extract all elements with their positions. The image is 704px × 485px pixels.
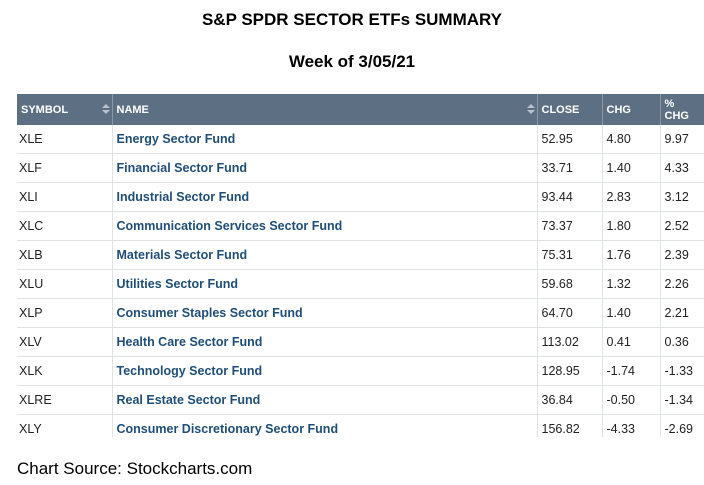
cell: 2.26 [660, 269, 704, 299]
cell: XLC [17, 211, 113, 241]
cell: -4.33 [602, 414, 661, 437]
cell: XLU [17, 269, 113, 299]
cell: -2.69 [660, 414, 704, 437]
cell: 1.40 [602, 153, 661, 183]
cell: 33.71 [537, 153, 603, 183]
fund-name[interactable]: Consumer Staples Sector Fund [112, 298, 538, 328]
cell: 52.95 [537, 125, 603, 154]
cell: 0.41 [602, 327, 661, 357]
table-row: XLP Consumer Staples Sector Fund 64.70 1.40… [17, 298, 704, 328]
cell: -1.33 [660, 356, 704, 386]
column-header[interactable]: % CHG [660, 94, 704, 125]
fund-name[interactable]: Real Estate Sector Fund [112, 385, 538, 415]
table-row: XLE Energy Sector Fund 52.95 4.80 9.97 [17, 125, 704, 154]
cell: 2.83 [602, 182, 661, 212]
cell: 4.33 [660, 153, 704, 183]
source: Chart Source: Stockcharts.com [17, 459, 253, 478]
cell: -1.34 [660, 385, 704, 415]
cell: 2.21 [660, 298, 704, 328]
cell: 128.95 [537, 356, 603, 386]
cell: 36.84 [537, 385, 603, 415]
column-header[interactable]: NAME [112, 94, 538, 125]
cell: 75.31 [537, 240, 603, 270]
table-row: XLRE Real Estate Sector Fund 36.84 -0.50 -1.… [17, 385, 704, 415]
table-row: XLV Health Care Sector Fund 113.02 0.41 0.36 [17, 327, 704, 357]
cell: XLV [17, 327, 113, 357]
fund-name[interactable]: Technology Sector Fund [112, 356, 538, 386]
cell: XLB [17, 240, 113, 270]
cell: 1.76 [602, 240, 661, 270]
cell: 93.44 [537, 182, 603, 212]
cell: 113.02 [537, 327, 603, 357]
cell: 1.32 [602, 269, 661, 299]
fund-name[interactable]: Utilities Sector Fund [112, 269, 538, 299]
column-header[interactable]: SYMBOL [17, 94, 113, 125]
table-row: XLK Technology Sector Fund 128.95 -1.74 -1.3… [17, 356, 704, 386]
cell: XLY [17, 414, 113, 437]
etf-table: SYMBOL NAME CLOSE CHG % CHG XLE Energy Sector… [17, 94, 704, 437]
column-header[interactable]: CLOSE [537, 94, 603, 125]
header-row: SYMBOL NAME CLOSE CHG % CHG [17, 94, 704, 125]
cell: 4.80 [602, 125, 661, 154]
table-row: XLY Consumer Discretionary Sector Fund 156… [17, 414, 704, 437]
table-row: XLC Communication Services Sector Fund 73.… [17, 211, 704, 241]
cell: XLI [17, 182, 113, 212]
column-label: CHG [606, 103, 631, 116]
table-row: XLF Financial Sector Fund 33.71 1.40 4.33 [17, 153, 704, 183]
fund-name[interactable]: Energy Sector Fund [112, 125, 538, 154]
cell: 1.40 [602, 298, 661, 328]
fund-name[interactable]: Industrial Sector Fund [112, 182, 538, 212]
cell: -0.50 [602, 385, 661, 415]
column-label: NAME [116, 103, 149, 116]
cell: 59.68 [537, 269, 603, 299]
cell: XLRE [17, 385, 113, 415]
cell: XLP [17, 298, 113, 328]
cell: 156.82 [537, 414, 603, 437]
cell: 3.12 [660, 182, 704, 212]
cell: -1.74 [602, 356, 661, 386]
column-label: SYMBOL [21, 103, 69, 116]
column-label: % CHG [664, 97, 689, 122]
cell: XLK [17, 356, 113, 386]
cell: XLF [17, 153, 113, 183]
cell: 0.36 [660, 327, 704, 357]
fund-name[interactable]: Communication Services Sector Fund [112, 211, 538, 241]
table-body: XLE Energy Sector Fund 52.95 4.80 9.97 XLF Fin… [17, 125, 704, 437]
cell: 2.52 [660, 211, 704, 241]
subtitle: Week of 3/05/21 [288, 52, 416, 71]
cell: XLE [17, 125, 113, 154]
cell: 73.37 [537, 211, 603, 241]
cell: 64.70 [537, 298, 603, 328]
cell: 1.80 [602, 211, 661, 241]
table-row: XLU Utilities Sector Fund 59.68 1.32 2.26 [17, 269, 704, 299]
title: S&P SPDR SECTOR ETFs SUMMARY [201, 10, 503, 29]
table-row: XLB Materials Sector Fund 75.31 1.76 2.39 [17, 240, 704, 270]
cell: 9.97 [660, 125, 704, 154]
table-row: XLI Industrial Sector Fund 93.44 2.83 3.12 [17, 182, 704, 212]
column-label: CLOSE [541, 103, 580, 116]
cell: 2.39 [660, 240, 704, 270]
fund-name[interactable]: Materials Sector Fund [112, 240, 538, 270]
fund-name[interactable]: Financial Sector Fund [112, 153, 538, 183]
column-header[interactable]: CHG [602, 94, 661, 125]
fund-name[interactable]: Consumer Discretionary Sector Fund [112, 414, 538, 437]
fund-name[interactable]: Health Care Sector Fund [112, 327, 538, 357]
table-container: SYMBOL NAME CLOSE CHG % CHG XLE Energy Sector… [17, 94, 704, 437]
